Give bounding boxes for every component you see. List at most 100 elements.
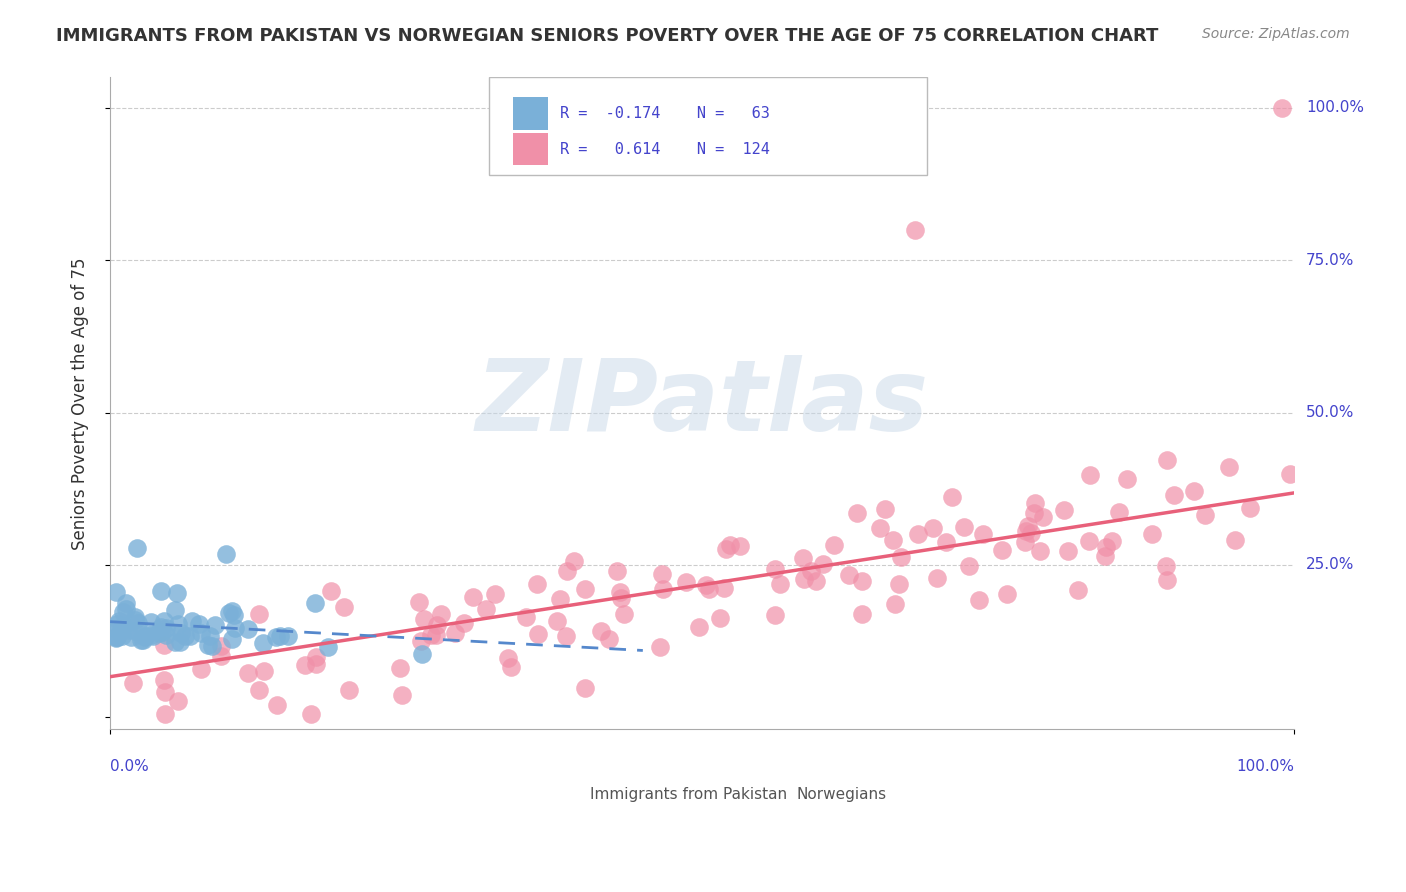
Point: [179, 629, 201, 643]
Point: [527, 627, 550, 641]
Point: [515, 610, 537, 624]
Point: [107, 614, 129, 628]
Point: [443, 625, 465, 640]
Point: [155, 707, 177, 722]
Point: [1095, 540, 1118, 554]
Point: [953, 519, 976, 533]
Point: [554, 630, 576, 644]
Point: [139, 615, 162, 629]
Point: [1056, 544, 1078, 558]
Point: [1278, 467, 1301, 482]
Point: [181, 614, 204, 628]
Point: [430, 607, 453, 621]
Point: [316, 640, 339, 654]
Point: [1140, 527, 1163, 541]
Bar: [779, 781, 803, 807]
Point: [546, 614, 568, 628]
Point: [453, 615, 475, 630]
Point: [122, 676, 145, 690]
Point: [1015, 524, 1038, 539]
Point: [167, 616, 190, 631]
Point: [475, 602, 498, 616]
Point: [652, 582, 675, 596]
Point: [769, 577, 792, 591]
Point: [304, 596, 326, 610]
Point: [247, 607, 270, 622]
Point: [104, 584, 127, 599]
Point: [294, 657, 316, 672]
Point: [526, 576, 548, 591]
Point: [124, 624, 146, 638]
Point: [129, 632, 152, 647]
Point: [112, 618, 135, 632]
Point: [1028, 544, 1050, 558]
Y-axis label: Seniors Poverty Over the Age of 75: Seniors Poverty Over the Age of 75: [72, 257, 89, 549]
Text: ZIPatlas: ZIPatlas: [475, 355, 928, 452]
Point: [763, 562, 786, 576]
Point: [651, 566, 673, 581]
Point: [221, 605, 243, 619]
Point: [845, 506, 868, 520]
Point: [264, 630, 287, 644]
Point: [589, 624, 612, 638]
Point: [1053, 503, 1076, 517]
Text: Source: ZipAtlas.com: Source: ZipAtlas.com: [1202, 27, 1350, 41]
Point: [921, 521, 943, 535]
Point: [198, 629, 221, 643]
Bar: [560, 781, 583, 807]
Point: [793, 573, 815, 587]
Point: [851, 574, 873, 589]
Point: [851, 607, 873, 622]
Point: [763, 607, 786, 622]
Point: [389, 661, 412, 675]
Point: [426, 618, 449, 632]
Point: [997, 587, 1019, 601]
Point: [883, 598, 905, 612]
Point: [391, 688, 413, 702]
Point: [718, 538, 741, 552]
Point: [148, 626, 170, 640]
Point: [574, 681, 596, 696]
Point: [111, 605, 134, 619]
Point: [1108, 505, 1130, 519]
Point: [907, 527, 929, 541]
Text: 50.0%: 50.0%: [1306, 405, 1354, 420]
Point: [411, 647, 433, 661]
Point: [190, 662, 212, 676]
Point: [209, 639, 232, 653]
Point: [132, 633, 155, 648]
Point: [170, 626, 193, 640]
Point: [134, 630, 156, 644]
Point: [413, 611, 436, 625]
Point: [104, 631, 127, 645]
Point: [609, 585, 631, 599]
Point: [548, 592, 571, 607]
Point: [173, 629, 195, 643]
Point: [1156, 573, 1178, 587]
Point: [277, 629, 299, 643]
Text: Immigrants from Pakistan: Immigrants from Pakistan: [589, 787, 787, 802]
Point: [120, 630, 142, 644]
Point: [252, 635, 274, 649]
Point: [124, 613, 146, 627]
Point: [153, 638, 176, 652]
Point: [142, 629, 165, 643]
Point: [800, 564, 823, 578]
Point: [925, 571, 948, 585]
Point: [887, 576, 910, 591]
Point: [811, 557, 834, 571]
Text: 100.0%: 100.0%: [1306, 101, 1364, 115]
Point: [408, 595, 430, 609]
Point: [991, 543, 1014, 558]
Point: [190, 625, 212, 640]
Point: [869, 521, 891, 535]
Point: [1022, 507, 1045, 521]
Point: [838, 568, 860, 582]
Point: [695, 578, 717, 592]
Point: [127, 615, 149, 630]
Point: [333, 599, 356, 614]
Point: [166, 585, 188, 599]
Point: [266, 698, 288, 712]
Point: [873, 501, 896, 516]
Point: [890, 550, 912, 565]
